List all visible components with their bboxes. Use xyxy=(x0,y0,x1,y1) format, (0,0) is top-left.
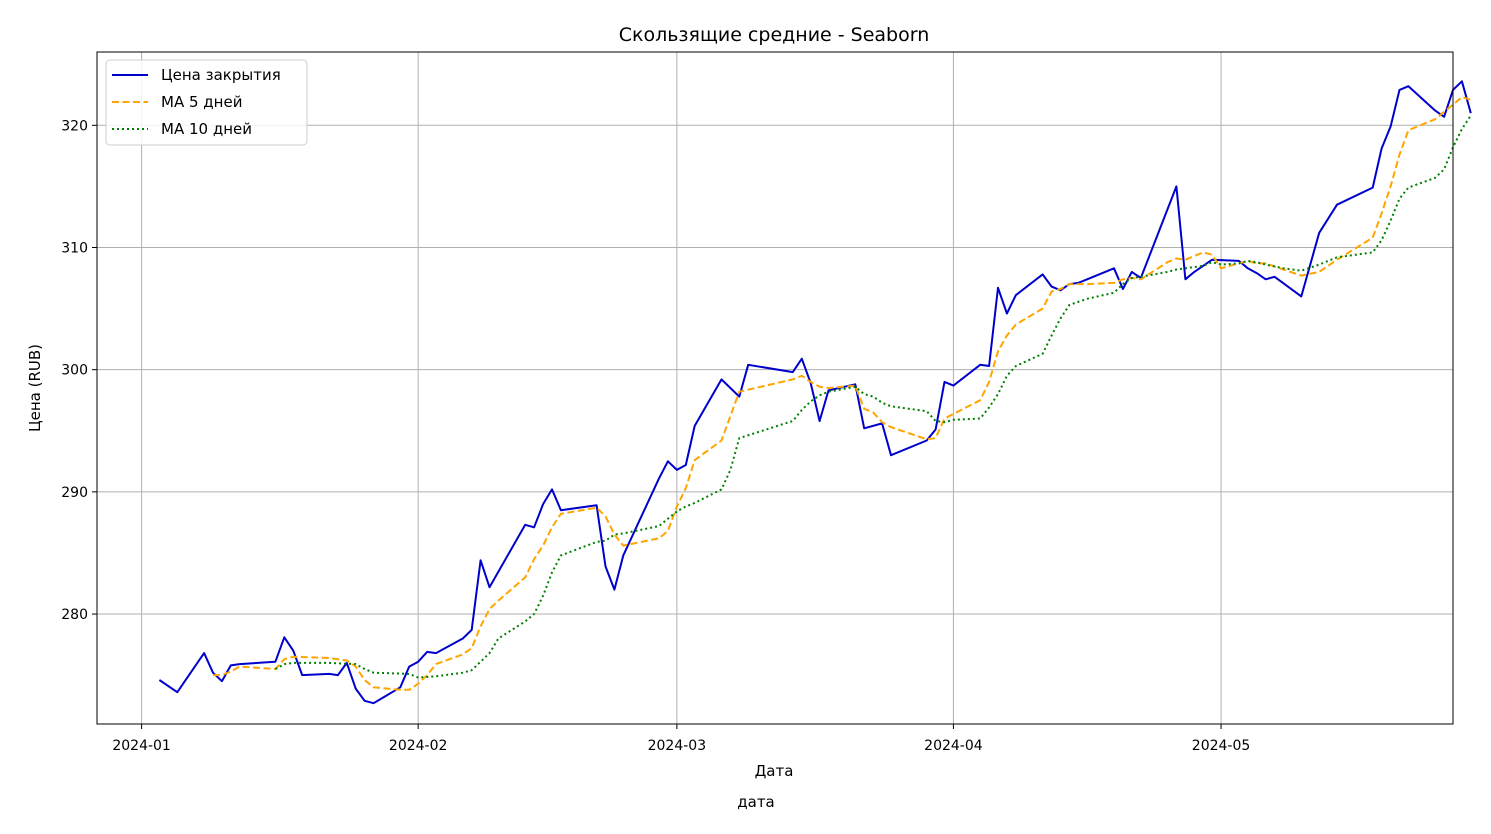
series-line-2 xyxy=(213,96,1472,691)
x-axis-title: Дата xyxy=(755,762,794,780)
y-axis: 280 290 300 310 320 xyxy=(61,118,97,623)
x-tick-label: 2024-01 xyxy=(112,738,171,754)
series-layer xyxy=(158,80,1472,705)
y-tick-label: 310 xyxy=(61,240,88,256)
footer-label: дата xyxy=(737,793,775,811)
legend-label-3: MA 10 дней xyxy=(161,120,252,138)
x-tick-label: 2024-04 xyxy=(924,738,983,754)
legend-label-1: Цена закрытия xyxy=(161,66,281,84)
legend: Цена закрытия MA 5 дней MA 10 дней xyxy=(105,59,308,146)
x-axis: 2024-01 2024-02 2024-03 2024-04 2024-05 xyxy=(112,724,1250,754)
series-line-1 xyxy=(158,80,1472,705)
grid-lines xyxy=(97,52,1453,724)
x-tick-label: 2024-05 xyxy=(1192,738,1251,754)
x-tick-label: 2024-03 xyxy=(648,738,707,754)
legend-label-2: MA 5 дней xyxy=(161,93,242,111)
y-axis-title: Цена (RUB) xyxy=(26,344,44,432)
series-line-3 xyxy=(274,114,1472,679)
legend-box xyxy=(105,59,308,146)
y-tick-label: 320 xyxy=(61,118,88,134)
y-tick-label: 300 xyxy=(61,363,88,379)
y-tick-label: 290 xyxy=(61,485,88,501)
plot-frame xyxy=(96,51,1454,725)
chart-title: Скользящие средние - Seaborn xyxy=(619,24,930,46)
y-tick-label: 280 xyxy=(61,607,88,623)
x-tick-label: 2024-02 xyxy=(389,738,448,754)
